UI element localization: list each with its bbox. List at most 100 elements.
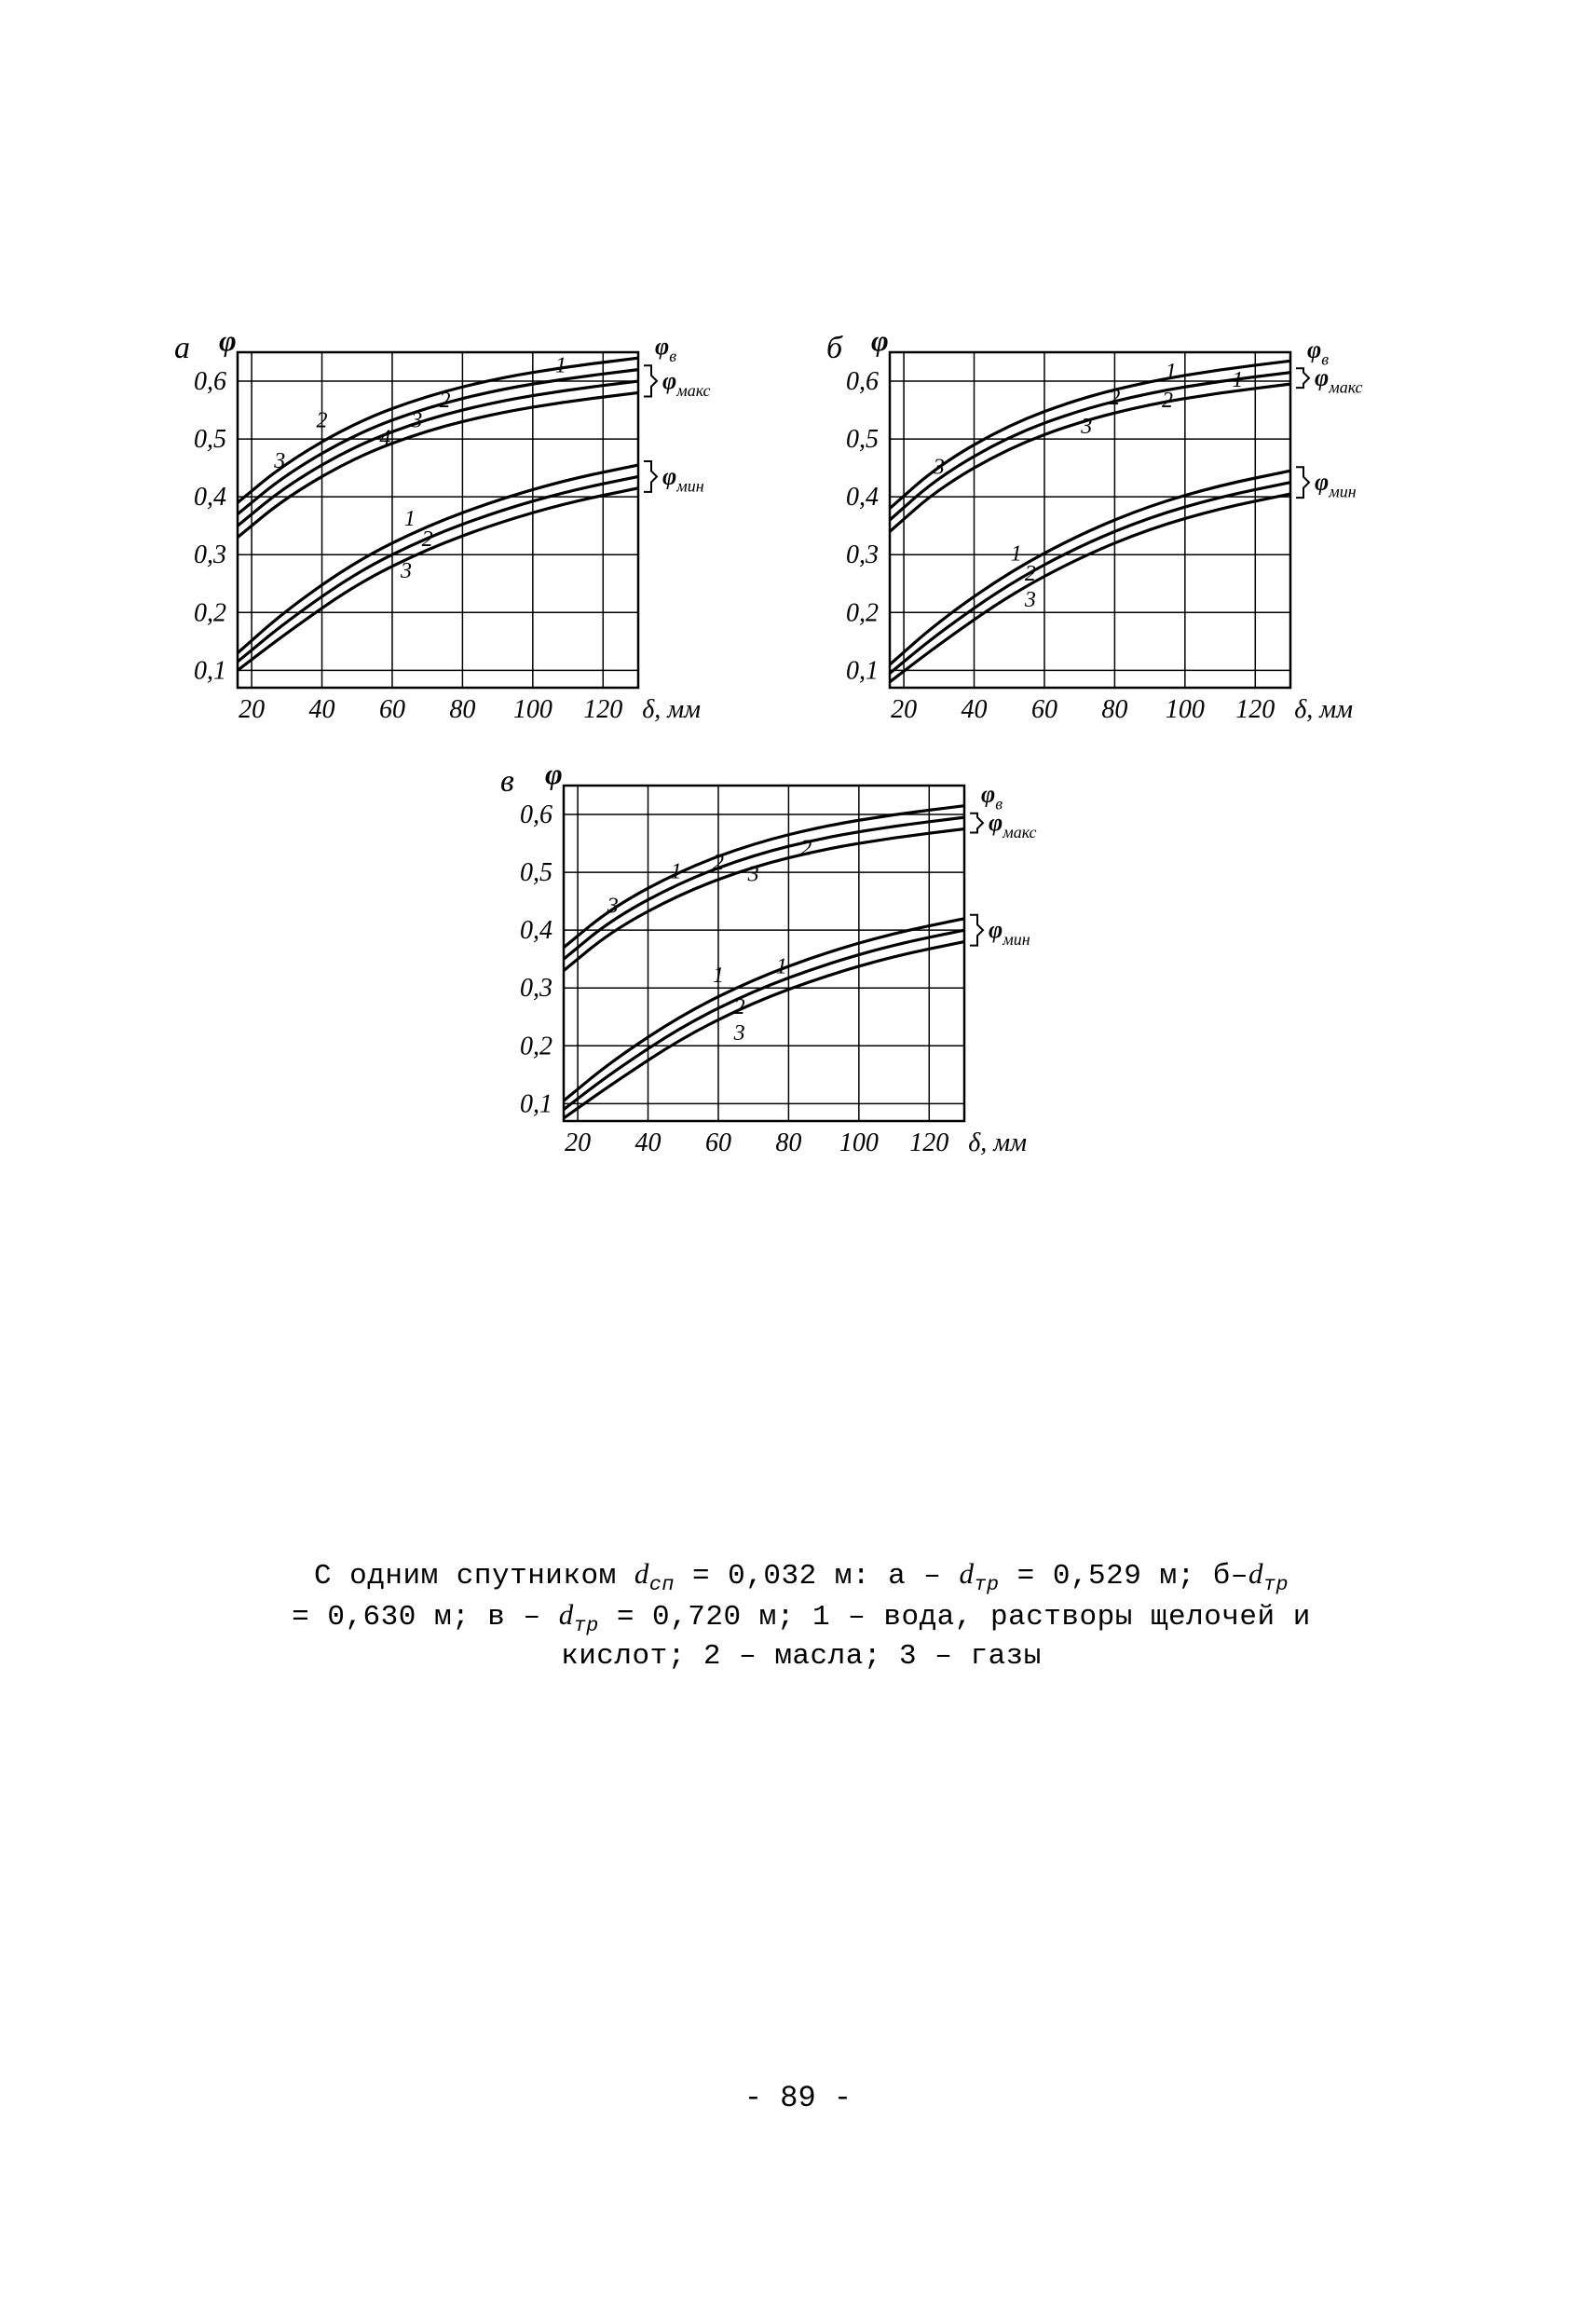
- curve-label: 2: [1025, 562, 1036, 586]
- curve-label: 1: [713, 964, 724, 988]
- bracket-label: φмакс: [989, 809, 1036, 841]
- x-tick-label: 100: [839, 1128, 879, 1157]
- x-tick-label: 100: [1166, 695, 1205, 724]
- curve-label: 1: [404, 507, 416, 531]
- chart-row-bottom: 3213211230,10,20,30,40,50,62040608010012…: [154, 769, 1449, 1174]
- chart-curve: [564, 829, 964, 971]
- y-tick-label: 0,5: [520, 858, 552, 887]
- curve-label: 3: [1024, 588, 1036, 612]
- curve-label: 2: [317, 409, 328, 433]
- y-tick-label: 0,6: [520, 800, 552, 829]
- panel-label: а: [174, 335, 190, 365]
- charts-container: 2323411230,10,20,30,40,50,62040608010012…: [154, 335, 1449, 1202]
- curve-label: 2: [713, 851, 724, 875]
- y-tick-label: 0,6: [846, 367, 879, 396]
- chart-curve: [238, 392, 638, 537]
- x-tick-label: 20: [565, 1128, 591, 1157]
- bracket-label: φмакс: [1315, 364, 1362, 397]
- chart-curve: [238, 476, 638, 662]
- curve-label: 1: [1011, 541, 1022, 566]
- chart-curve: [564, 919, 964, 1101]
- x-tick-label: 20: [239, 695, 265, 724]
- y-tick-label: 0,6: [194, 367, 226, 396]
- caption-symbol: d: [559, 1598, 574, 1631]
- y-tick-label: 0,3: [194, 540, 226, 569]
- chart-curve: [890, 494, 1290, 682]
- curve-label: 3: [1080, 415, 1092, 439]
- chart-curve: [890, 373, 1290, 520]
- x-tick-label: 100: [513, 695, 552, 724]
- curve-label: 1: [555, 354, 566, 378]
- y-tick-label: 0,1: [846, 656, 879, 685]
- curve-label: 3: [607, 895, 619, 919]
- panel-label: в: [500, 769, 514, 799]
- bracket-label: φв: [655, 335, 676, 365]
- y-tick-label: 0,5: [846, 425, 879, 454]
- y-axis-symbol: φ: [219, 335, 237, 357]
- chart-panel-a: 2323411230,10,20,30,40,50,62040608010012…: [154, 335, 797, 741]
- x-tick-label: 60: [705, 1128, 731, 1157]
- chart-svg: 3213211230,10,20,30,40,50,62040608010012…: [480, 769, 1123, 1169]
- page-number: - 89 -: [0, 2081, 1596, 2115]
- chart-curve: [564, 930, 964, 1109]
- chart-svg: 3213211230,10,20,30,40,50,62040608010012…: [806, 335, 1449, 736]
- bracket-label: φмин: [989, 916, 1030, 949]
- x-tick-label: 80: [449, 695, 475, 724]
- x-tick-label: 60: [1031, 695, 1057, 724]
- curve-label: 2: [734, 995, 745, 1019]
- y-tick-label: 0,4: [194, 483, 226, 512]
- caption-text: кислот; 2 – масла; 3 – газы: [561, 1640, 1042, 1673]
- curve-label: 3: [273, 449, 285, 473]
- bracket-label: φмин: [1315, 469, 1357, 501]
- caption-symbol: d: [634, 1557, 649, 1590]
- y-tick-label: 0,4: [520, 916, 552, 945]
- caption-symbol: d: [1248, 1557, 1263, 1590]
- chart-curve: [890, 384, 1290, 531]
- y-tick-label: 0,2: [194, 598, 226, 627]
- curve-label: 2: [1162, 389, 1173, 413]
- caption-sub: тр: [1263, 1573, 1289, 1596]
- curve-label: 3: [733, 1021, 745, 1046]
- x-tick-label: 120: [909, 1128, 948, 1157]
- page: 2323411230,10,20,30,40,50,62040608010012…: [0, 0, 1596, 2311]
- curve-label: 3: [410, 409, 422, 433]
- bracket-label: φмин: [662, 462, 704, 495]
- caption-sub: сп: [649, 1573, 675, 1596]
- curve-label: 3: [747, 862, 759, 886]
- x-tick-label: 120: [1235, 695, 1275, 724]
- figure-caption: С одним спутником dсп = 0,032 м: а – dтр…: [186, 1556, 1416, 1675]
- chart-curve: [238, 488, 638, 671]
- x-tick-label: 40: [309, 695, 335, 724]
- caption-text: = 0,630 м; в –: [292, 1601, 559, 1634]
- curve-label: 1: [776, 955, 787, 979]
- curve-label: 1: [1166, 360, 1177, 384]
- x-tick-label: 40: [962, 695, 988, 724]
- x-tick-label: 80: [1101, 695, 1127, 724]
- y-tick-label: 0,3: [520, 974, 552, 1003]
- y-tick-label: 0,1: [194, 656, 226, 685]
- caption-text: С одним спутником: [314, 1560, 634, 1593]
- x-tick-label: 60: [379, 695, 405, 724]
- chart-curve: [238, 381, 638, 526]
- curve-label: 3: [400, 559, 412, 583]
- x-tick-label: 80: [775, 1128, 801, 1157]
- y-tick-label: 0,4: [846, 483, 879, 512]
- bracket-label: φмакс: [662, 367, 710, 400]
- y-tick-label: 0,1: [520, 1089, 552, 1118]
- y-axis-symbol: φ: [545, 769, 563, 790]
- panel-label: б: [826, 335, 844, 365]
- chart-panel-b: 3213211230,10,20,30,40,50,62040608010012…: [806, 335, 1449, 741]
- x-axis-label: δ, мм: [1294, 695, 1353, 724]
- y-tick-label: 0,5: [194, 425, 226, 454]
- chart-curve: [564, 817, 964, 959]
- y-tick-label: 0,2: [520, 1032, 552, 1060]
- x-tick-label: 20: [891, 695, 917, 724]
- chart-svg: 2323411230,10,20,30,40,50,62040608010012…: [154, 335, 797, 736]
- curve-label: 1: [671, 859, 682, 883]
- curve-label: 4: [379, 426, 390, 450]
- curve-label: 2: [1109, 386, 1120, 410]
- y-tick-label: 0,2: [846, 598, 879, 627]
- caption-text: = 0,529 м; б–: [1000, 1560, 1248, 1593]
- chart-panel-v: 3213211230,10,20,30,40,50,62040608010012…: [480, 769, 1123, 1174]
- curve-label: 2: [422, 527, 433, 552]
